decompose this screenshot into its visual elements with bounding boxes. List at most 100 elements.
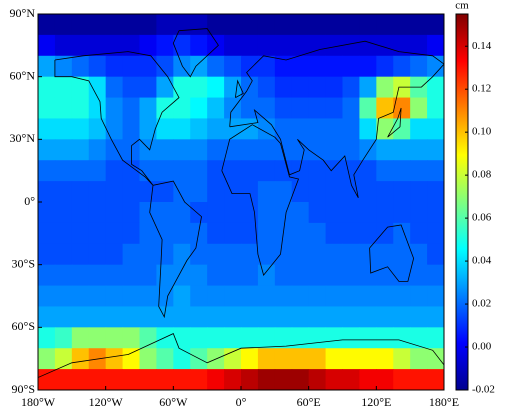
heatmap-cell — [38, 222, 56, 245]
heatmap-cell — [257, 139, 276, 161]
heatmap-cell — [156, 139, 174, 161]
heatmap-cell — [274, 285, 293, 307]
heatmap-cell — [139, 285, 157, 307]
heatmap-cell — [342, 181, 360, 203]
heatmap-cell — [342, 55, 360, 78]
coastline — [54, 51, 180, 186]
colorbar-tick-label: 0.06 — [472, 212, 492, 224]
heatmap-cell — [359, 306, 377, 328]
heatmap-cell — [38, 76, 56, 99]
heatmap-cell — [88, 160, 107, 182]
heatmap-cell — [54, 369, 73, 390]
heatmap-cell — [88, 118, 107, 140]
heatmap-cell — [241, 243, 259, 266]
heatmap-cell — [207, 55, 225, 78]
x-tick-label: 180°E — [429, 395, 459, 409]
heatmap-cell — [54, 97, 73, 119]
heatmap-cell — [38, 243, 56, 266]
heatmap-cell — [173, 222, 191, 245]
heatmap-cell — [342, 76, 360, 99]
heatmap-cell — [376, 327, 394, 349]
heatmap-cell — [173, 14, 191, 36]
heatmap-cell — [156, 369, 174, 390]
heatmap-cell — [54, 14, 73, 36]
heatmap-cell — [139, 55, 157, 78]
heatmap-cell — [342, 34, 360, 57]
heatmap-cell — [342, 264, 360, 287]
heatmap-cell — [376, 76, 394, 99]
heatmap-cell — [342, 243, 360, 266]
heatmap-cell — [427, 97, 444, 119]
heatmap-cell — [257, 327, 276, 349]
heatmap-cell — [257, 222, 276, 245]
heatmap-cell — [190, 97, 208, 119]
heatmap-cell — [190, 160, 208, 182]
heatmap-cell — [156, 181, 174, 203]
heatmap-cell — [376, 34, 394, 57]
heatmap-cell — [359, 118, 377, 140]
heatmap-cell — [359, 181, 377, 203]
heatmap-cell — [325, 306, 343, 328]
heatmap-cell — [410, 139, 428, 161]
heatmap-cell — [190, 369, 208, 390]
heatmap-cell — [427, 181, 444, 203]
heatmap-cell — [224, 14, 242, 36]
coastlines — [38, 28, 444, 378]
heatmap-cell — [291, 14, 310, 36]
heatmap-cell — [376, 14, 394, 36]
heatmap-cell — [190, 264, 208, 287]
heatmap-cell — [359, 160, 377, 182]
heatmap-cell — [325, 202, 343, 224]
heatmap-cell — [291, 55, 310, 78]
heatmap-cell — [190, 222, 208, 245]
heatmap-cell — [257, 14, 276, 36]
heatmap-cell — [342, 285, 360, 307]
heatmap-cell — [393, 160, 411, 182]
heatmap-cell — [393, 327, 411, 349]
heatmap-cell — [88, 34, 107, 57]
heatmap-cell — [325, 34, 343, 57]
heatmap-cell — [308, 222, 327, 245]
colorbar-label: cm — [455, 0, 469, 12]
heatmap-cell — [38, 118, 56, 140]
heatmap-cell — [427, 76, 444, 99]
heatmap-cell — [274, 181, 293, 203]
heatmap-cell — [54, 181, 73, 203]
coastline — [229, 40, 444, 198]
heatmap-cell — [308, 139, 327, 161]
heatmap-cell — [173, 327, 191, 349]
heatmap-cell — [173, 181, 191, 203]
heatmap-cell — [274, 34, 293, 57]
heatmap-cell — [342, 327, 360, 349]
heatmap-cell — [38, 14, 56, 36]
heatmap-cell — [105, 14, 124, 36]
heatmap-cell — [88, 139, 107, 161]
heatmap-cell — [325, 181, 343, 203]
heatmap-cell — [291, 118, 310, 140]
heatmap-cell — [241, 202, 259, 224]
heatmap-cell — [359, 55, 377, 78]
heatmap-cell — [105, 160, 124, 182]
heatmap-cell — [325, 160, 343, 182]
heatmap-cell — [105, 285, 124, 307]
heatmap-cell — [308, 118, 327, 140]
heatmap-cell — [427, 139, 444, 161]
heatmap-cell — [173, 118, 191, 140]
heatmap-cell — [359, 76, 377, 99]
heatmap-cell — [190, 306, 208, 328]
heatmap-cell — [71, 348, 90, 370]
heatmap-cell — [105, 222, 124, 245]
heatmap-cell — [257, 160, 276, 182]
heatmap-cell — [427, 327, 444, 349]
heatmap-cell — [122, 34, 140, 57]
heatmap-cell — [427, 202, 444, 224]
heatmap-cell — [122, 181, 140, 203]
heatmap-cell — [122, 55, 140, 78]
heatmap-cell — [105, 34, 124, 57]
heatmap-cell — [71, 264, 90, 287]
heatmap-cell — [291, 264, 310, 287]
heatmap-cell — [139, 243, 157, 266]
heatmap-cell — [71, 118, 90, 140]
heatmap-cell — [257, 97, 276, 119]
heatmap-cell — [410, 327, 428, 349]
